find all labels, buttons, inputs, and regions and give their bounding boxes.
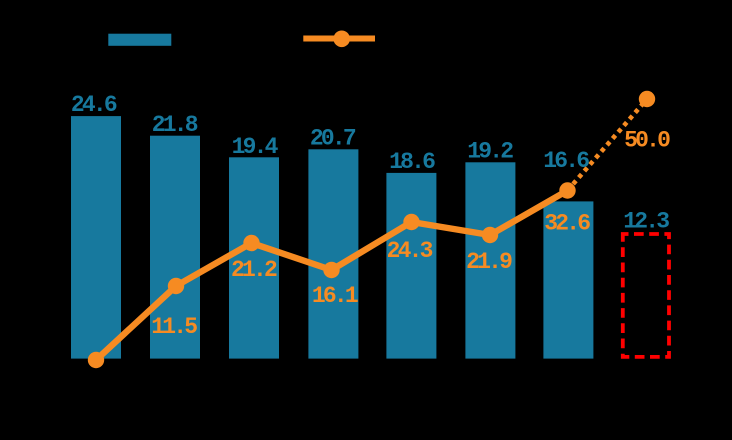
svg-text:11.5: 11.5 — [151, 314, 197, 340]
svg-text:50.0: 50.0 — [624, 128, 670, 154]
svg-text:24.3: 24.3 — [387, 238, 433, 264]
svg-text:12.3: 12.3 — [623, 208, 669, 234]
svg-text:19.2: 19.2 — [467, 139, 513, 165]
svg-text:32.6: 32.6 — [544, 211, 590, 237]
svg-text:21.9: 21.9 — [466, 249, 512, 275]
svg-text:19.4: 19.4 — [232, 134, 279, 160]
svg-text:16.1: 16.1 — [312, 283, 358, 309]
svg-text:16.6: 16.6 — [543, 148, 589, 174]
svg-text:24.6: 24.6 — [71, 92, 117, 118]
svg-text:18.6: 18.6 — [389, 149, 435, 175]
svg-text:21.2: 21.2 — [231, 257, 277, 283]
svg-text:21.8: 21.8 — [152, 112, 198, 138]
svg-text:20.7: 20.7 — [310, 126, 356, 152]
